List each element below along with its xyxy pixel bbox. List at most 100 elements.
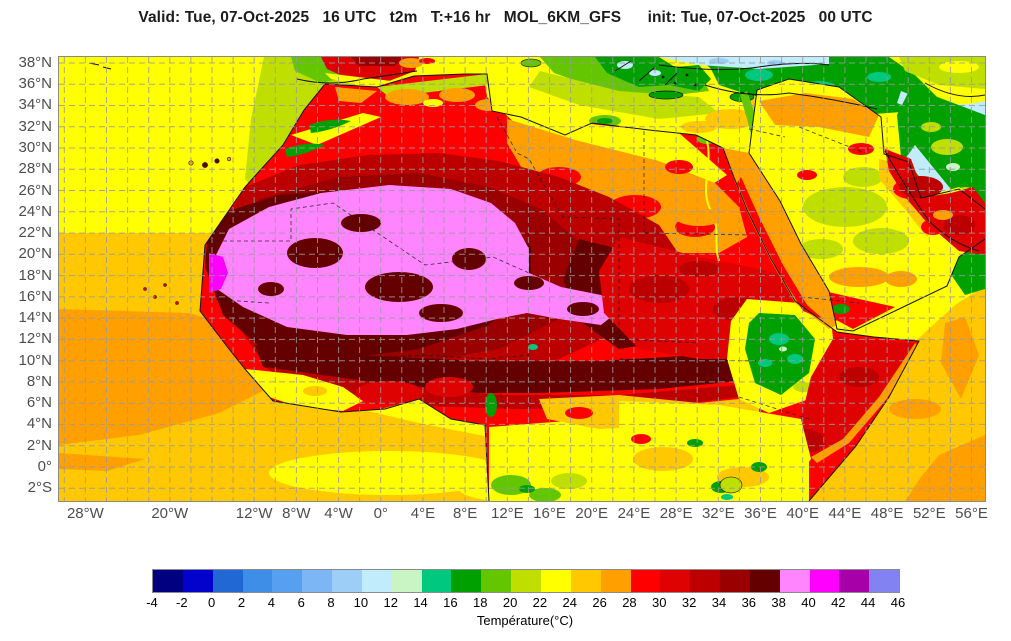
colorbar-cell [153, 570, 183, 592]
x-tick-label: 8°E [452, 505, 478, 522]
x-tick-label: 44°E [828, 505, 862, 522]
temperature-field-map [59, 57, 985, 501]
x-tick-label: 56°E [955, 505, 988, 522]
colorbar-cell [869, 570, 900, 592]
x-tick-label: 20°W [151, 505, 189, 522]
colorbar-tick: 34 [711, 595, 727, 610]
x-tick-label: 48°E [870, 505, 904, 522]
colorbar-cell [302, 570, 333, 592]
y-tick-label: 22°N [18, 224, 52, 242]
y-tick-label: 30°N [18, 139, 52, 156]
y-tick-label: 0° [37, 457, 52, 475]
y-tick-label: 32°N [18, 117, 52, 135]
colorbar-cell [182, 570, 213, 592]
colorbar-tick: 22 [532, 595, 548, 610]
colorbar-tick: 8 [327, 595, 335, 610]
y-tick-label: 8°N [26, 372, 52, 390]
x-tick-label: 28°E [659, 505, 693, 522]
colorbar-tick: 24 [562, 595, 577, 610]
x-tick-label: 32°E [701, 505, 735, 522]
colorbar-tick: 20 [502, 595, 518, 610]
y-tick-label: 28°N [18, 160, 52, 178]
y-tick-label: 2°S [27, 479, 52, 497]
y-tick-label: 34°N [18, 96, 52, 114]
colorbar-cell [570, 570, 601, 592]
temperature-colorbar [152, 569, 900, 593]
colorbar-cell [361, 570, 392, 592]
colorbar-tick: 44 [860, 595, 876, 610]
colorbar-cell [421, 570, 452, 592]
colorbar-tick: 16 [443, 595, 458, 610]
colorbar-tick-labels: -4 -2 0 2 4 6 8 10 12 14 16 18 20 22 24 26 28 30 32 34 36 38 4… [146, 595, 905, 610]
x-tick-label: 20°E [575, 505, 609, 522]
y-tick-label: 36°N [18, 75, 52, 93]
colorbar-tick: 42 [831, 595, 846, 610]
x-tick-label: 28°W [66, 505, 104, 522]
colorbar-cell [630, 570, 661, 592]
y-tick-label: 18°N [18, 266, 52, 284]
colorbar-cell [511, 570, 541, 592]
x-tick-label: 4°E [410, 505, 436, 522]
x-tick-label: 4°W [324, 505, 353, 522]
colorbar-tick: 2 [237, 595, 246, 610]
colorbar-tick: 32 [681, 595, 697, 610]
colorbar-cell [332, 570, 362, 592]
colorbar-cell [809, 570, 840, 592]
x-tick-label: 24°E [617, 505, 651, 522]
page-title: Valid: Tue, 07-Oct-2025 16 UTC t2m T:+16… [138, 9, 873, 26]
colorbar-tick: 6 [297, 595, 305, 610]
colorbar-tick: 12 [383, 595, 398, 610]
x-tick-label: 16°E [533, 505, 566, 522]
colorbar-cell [660, 570, 691, 592]
colorbar-cell [749, 570, 780, 592]
colorbar-tick: 18 [473, 595, 488, 610]
x-tick-label: 12°W [235, 505, 273, 522]
colorbar-cell [212, 570, 243, 592]
colorbar-tick: 40 [801, 595, 816, 610]
colorbar-tick: 38 [771, 595, 786, 610]
y-tick-label: 24°N [18, 202, 52, 220]
colorbar-cell [720, 570, 750, 592]
y-tick-label: 12°N [18, 330, 52, 348]
x-tick-label: 52°E [912, 505, 946, 522]
colorbar-cell [391, 570, 422, 592]
colorbar-cell [600, 570, 631, 592]
y-tick-label: 4°N [26, 415, 52, 433]
colorbar-cell [540, 570, 571, 592]
colorbar-cell [481, 570, 512, 592]
colorbar-cell [451, 570, 482, 592]
colorbar-cell [779, 570, 810, 592]
colorbar-cell [242, 570, 273, 592]
y-tick-label: 10°N [18, 351, 52, 369]
colorbar-tick: -2 [176, 595, 188, 610]
colorbar-cell [272, 570, 303, 592]
colorbar-tick: 4 [267, 595, 275, 610]
colorbar-tick: 10 [353, 595, 369, 610]
colorbar-cell [690, 570, 721, 592]
y-tick-label: 6°N [26, 394, 52, 412]
y-tick-label: 14°N [18, 309, 52, 327]
colorbar-tick: 28 [622, 595, 637, 610]
y-tick-label: 38°N [18, 53, 52, 71]
colorbar-tick: 46 [890, 595, 906, 610]
colorbar-tick: 26 [592, 595, 607, 610]
x-tick-label: 8°W [282, 505, 311, 522]
colorbar-tick: 30 [652, 595, 667, 610]
colorbar-tick: 36 [741, 595, 757, 610]
colorbar-cell [839, 570, 870, 592]
x-tick-label: 36°E [744, 505, 777, 522]
map-plot-area [58, 56, 986, 502]
red-sea-layer [723, 148, 837, 329]
colorbar-tick: -4 [146, 595, 158, 610]
colorbar-tick: 14 [413, 595, 428, 610]
x-tick-label: 40°E [786, 505, 820, 522]
y-tick-label: 20°N [18, 245, 52, 263]
x-tick-label: 0° [373, 505, 388, 522]
colorbar-unit-label: Température(°C) [476, 613, 574, 628]
colorbar-tick: 0 [208, 595, 216, 610]
graticule-grid [59, 57, 985, 501]
y-tick-label: 16°N [18, 287, 52, 305]
y-tick-label: 2°N [26, 436, 52, 454]
x-tick-label: 12°E [490, 505, 524, 522]
